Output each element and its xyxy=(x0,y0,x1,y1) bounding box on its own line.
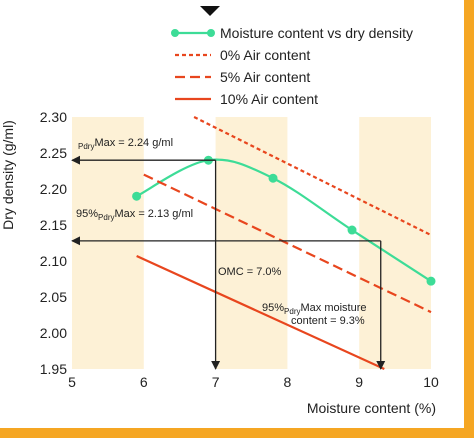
legend-label-3: 10% Air content xyxy=(220,91,318,107)
annotation-95pct-moisture: 95%PdryMax moisture xyxy=(262,302,367,316)
background-band-1 xyxy=(215,117,288,369)
series-0-point-4 xyxy=(426,276,436,286)
x-tick-label-1: 6 xyxy=(140,374,148,390)
series-group xyxy=(132,116,436,371)
series-0-point-2 xyxy=(268,173,278,183)
y-tick-label-6: 2.25 xyxy=(40,145,67,161)
x-tick-label-3: 8 xyxy=(284,374,292,390)
background-bands xyxy=(72,117,431,369)
series-line-3 xyxy=(136,254,385,371)
y-tick-label-4: 2.15 xyxy=(40,217,67,233)
y-tick-label-0: 1.95 xyxy=(40,361,67,377)
axis-ticks: 5 6 7 8 9 10 1.95 2.00 2.05 2.10 2.15 2.20 2.25 2.30 xyxy=(40,109,439,390)
series-0-point-0 xyxy=(132,191,142,201)
series-0-point-3 xyxy=(347,225,357,235)
top-arrow-decoration xyxy=(200,6,220,16)
x-tick-label-4: 9 xyxy=(355,374,363,390)
x-axis-label: Moisture content (%) xyxy=(307,400,436,416)
legend-marker-end-0 xyxy=(207,29,215,37)
y-tick-label-5: 2.20 xyxy=(40,181,67,197)
annotation-95pct-density: 95%PdryMax = 2.13 g/ml xyxy=(76,208,193,222)
series-line-1 xyxy=(193,116,432,237)
background-band-0 xyxy=(72,117,144,369)
reference-lines xyxy=(71,155,386,370)
y-axis-label: Dry density (g/ml) xyxy=(0,120,16,230)
legend-marker-start-0 xyxy=(171,29,179,37)
y-tick-label-7: 2.30 xyxy=(40,109,67,125)
x-tick-label-5: 10 xyxy=(423,374,439,390)
annotation-95pct-moisture-line2: content = 9.3% xyxy=(291,315,365,327)
legend: Moisture content vs dry density 0% Air co… xyxy=(171,25,413,107)
y-tick-label-2: 2.05 xyxy=(40,289,67,305)
annotation-max-density: PdryMax = 2.24 g/ml xyxy=(78,137,173,151)
x-tick-label-0: 5 xyxy=(68,374,76,390)
series-line-2 xyxy=(143,173,432,314)
annotation-omc: OMC = 7.0% xyxy=(218,266,281,278)
y-tick-label-1: 2.00 xyxy=(40,325,67,341)
legend-label-0: Moisture content vs dry density xyxy=(220,25,413,41)
legend-label-2: 5% Air content xyxy=(220,69,310,85)
x-tick-label-2: 7 xyxy=(212,374,220,390)
legend-label-1: 0% Air content xyxy=(220,47,310,63)
y-tick-label-3: 2.10 xyxy=(40,253,67,269)
